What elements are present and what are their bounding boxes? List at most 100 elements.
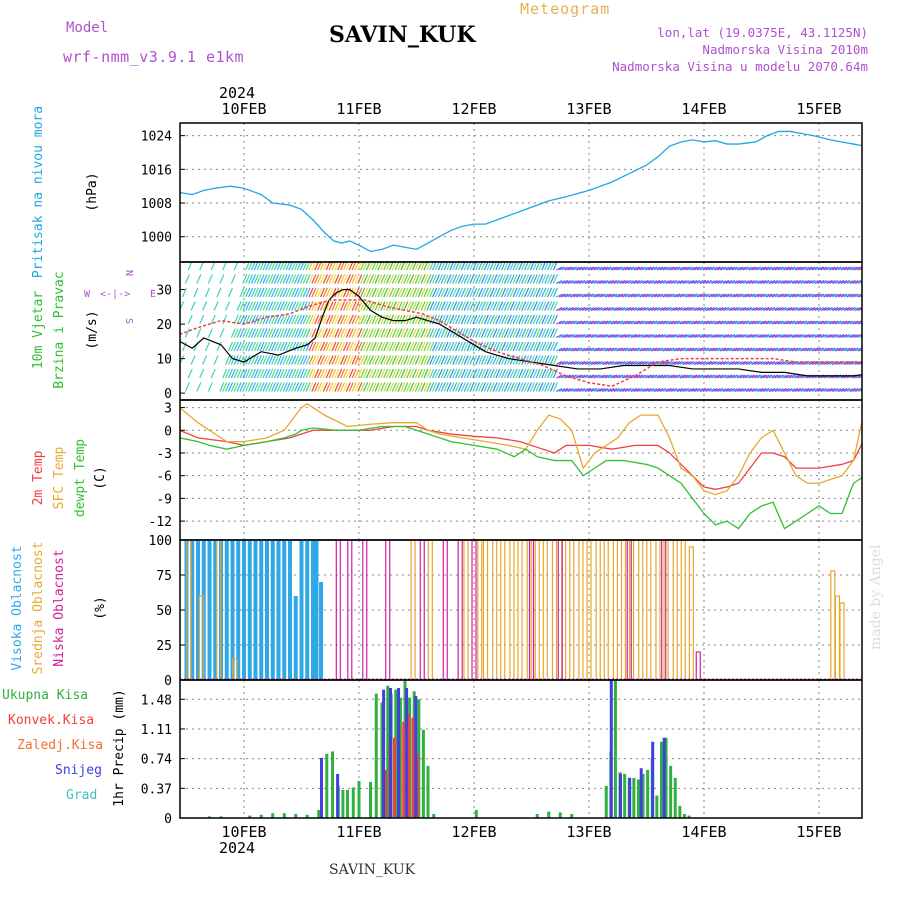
- wind-barb: [432, 287, 438, 298]
- wind-barb: [268, 301, 274, 311]
- wind-barb: [768, 374, 776, 379]
- wind-barb: [314, 368, 320, 379]
- wind-barb: [829, 320, 836, 325]
- wind-barb: [693, 360, 701, 366]
- wind-barb: [593, 279, 600, 285]
- cloud-bar: [314, 540, 319, 680]
- wind-barb: [803, 320, 810, 325]
- wind-barb: [547, 314, 553, 325]
- wind-barb: [645, 266, 652, 271]
- wind-barb: [317, 368, 323, 379]
- wind-barb: [576, 360, 583, 366]
- wind-barb: [734, 279, 741, 285]
- wind-barb: [814, 360, 822, 366]
- wind-barb: [630, 387, 638, 393]
- wind-barb: [239, 328, 245, 338]
- wind-barb: [783, 306, 790, 312]
- wind-barb: [506, 382, 512, 392]
- wind-barb: [780, 347, 787, 352]
- wind-barb: [460, 382, 466, 392]
- wind-barb: [256, 355, 262, 365]
- wind-barb: [719, 374, 727, 379]
- wind-barb: [271, 382, 277, 392]
- wind-barb: [610, 279, 618, 285]
- wind-barb: [328, 314, 334, 325]
- wind-barb: [380, 341, 386, 352]
- precip-bar: [282, 813, 286, 818]
- wind-barb: [627, 333, 635, 339]
- wind-barb: [768, 266, 776, 271]
- wind-barb: [417, 328, 423, 338]
- wind-barb: [282, 328, 288, 338]
- wind-barb: [584, 320, 592, 325]
- wind-barb: [834, 293, 842, 298]
- wind-barb: [227, 287, 234, 298]
- wind-barb: [460, 355, 466, 365]
- wind-barb: [622, 333, 629, 339]
- cloud-bar: [259, 540, 264, 680]
- wind-barb: [409, 382, 415, 392]
- wind-barb: [803, 387, 810, 393]
- panel-wind: [180, 262, 881, 400]
- wind-barb: [386, 368, 392, 379]
- wind-gust-line: [180, 299, 862, 387]
- wind-barb: [751, 306, 758, 312]
- wind-barb: [875, 348, 881, 351]
- wind-barb: [455, 301, 461, 311]
- cloud-bar: [216, 540, 222, 680]
- wind-barb: [489, 301, 495, 311]
- wind-barb: [584, 293, 592, 298]
- wind-barb: [823, 347, 830, 352]
- wind-barb: [455, 328, 461, 338]
- wind-barb: [665, 387, 672, 393]
- wind-barb: [230, 341, 236, 352]
- wind-barb: [492, 382, 498, 392]
- wind-barb: [650, 347, 658, 352]
- wind-barb: [509, 341, 515, 352]
- wind-barb: [452, 274, 458, 284]
- wind-barb: [601, 279, 609, 285]
- wind-barb: [400, 382, 406, 392]
- wind-barb: [872, 281, 878, 284]
- wind-barb: [420, 287, 426, 298]
- wind-barb: [811, 266, 819, 271]
- cloud-bar: [626, 540, 632, 680]
- wind-barb: [607, 347, 615, 352]
- wind-barb: [403, 341, 409, 352]
- y-tick-label: 0: [164, 674, 172, 689]
- wind-barb: [696, 279, 704, 285]
- wind-barb: [259, 328, 265, 338]
- wind-barb: [503, 287, 510, 298]
- wind-barb: [291, 368, 297, 379]
- wind-barb: [748, 306, 756, 312]
- precip-bar: [421, 729, 425, 818]
- wind-barb: [377, 355, 383, 365]
- wind-barb: [867, 281, 873, 284]
- precip-bar: [432, 813, 436, 818]
- y-tick-label: 0.37: [141, 782, 172, 797]
- x-tick-label-top: 12FEB: [451, 100, 496, 118]
- y-tick-label: 0: [164, 387, 172, 402]
- wind-barb: [673, 320, 681, 325]
- wind-barb: [311, 328, 317, 338]
- wind-barb: [613, 266, 620, 271]
- wind-barb: [196, 382, 202, 392]
- wind-barb: [783, 347, 790, 352]
- wind-barb: [302, 274, 308, 284]
- wind-barb: [800, 293, 807, 298]
- wind-barb: [549, 287, 556, 298]
- wind-barb: [273, 368, 280, 379]
- wind-barb: [294, 274, 300, 284]
- wind-barb: [498, 328, 504, 338]
- wind-barb: [806, 387, 813, 393]
- wind-barb: [693, 293, 701, 298]
- wind-barb: [601, 306, 609, 312]
- wind-barb: [613, 360, 620, 366]
- wind-barb: [314, 314, 320, 325]
- wind-barb: [564, 360, 572, 366]
- wind-barb: [357, 328, 363, 338]
- wind-barb: [875, 267, 881, 270]
- wind-barb: [806, 279, 813, 285]
- wind-barb: [288, 355, 294, 365]
- precip-bar: [613, 680, 617, 818]
